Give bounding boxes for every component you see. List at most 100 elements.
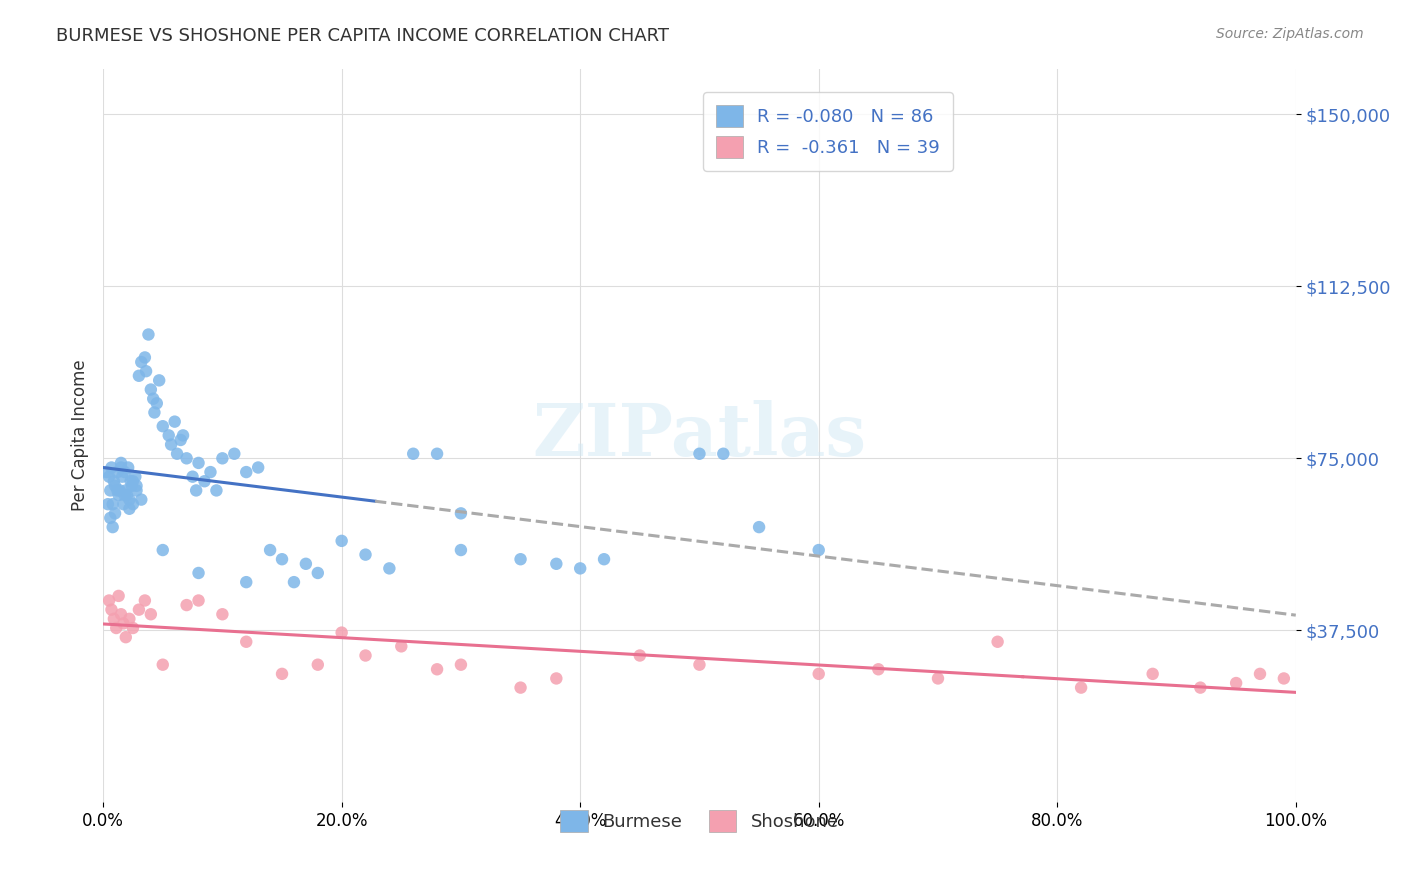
Point [211, 451, 233, 466]
Point [114, 488, 136, 502]
Point [122, 621, 145, 635]
Point [330, 533, 353, 548]
Point [104, 507, 127, 521]
Point [100, 602, 122, 616]
Point [354, 548, 377, 562]
Point [426, 662, 449, 676]
Point [235, 575, 257, 590]
Point [114, 483, 136, 498]
Point [283, 575, 305, 590]
Point [125, 479, 148, 493]
Point [128, 368, 150, 383]
Point [100, 460, 122, 475]
Point [426, 447, 449, 461]
Point [546, 557, 568, 571]
Point [120, 475, 142, 489]
Point [112, 497, 135, 511]
Point [139, 383, 162, 397]
Text: ZIPatlas: ZIPatlas [533, 400, 866, 471]
Point [110, 460, 132, 475]
Point [152, 657, 174, 672]
Point [110, 607, 132, 622]
Point [205, 483, 228, 498]
Point [307, 657, 329, 672]
Point [688, 447, 710, 461]
Point [187, 456, 209, 470]
Point [378, 561, 401, 575]
Point [927, 672, 949, 686]
Point [97, 497, 120, 511]
Point [128, 602, 150, 616]
Point [114, 465, 136, 479]
Point [108, 483, 131, 498]
Point [172, 428, 194, 442]
Point [98, 511, 121, 525]
Point [134, 593, 156, 607]
Point [271, 666, 294, 681]
Point [271, 552, 294, 566]
Point [111, 469, 134, 483]
Point [105, 621, 128, 635]
Point [125, 483, 148, 498]
Point [569, 561, 592, 575]
Point [115, 488, 138, 502]
Point [134, 351, 156, 365]
Point [98, 483, 121, 498]
Point [118, 501, 141, 516]
Point [118, 612, 141, 626]
Point [186, 483, 208, 498]
Point [96, 465, 118, 479]
Point [98, 593, 121, 607]
Point [107, 488, 129, 502]
Point [129, 492, 152, 507]
Point [176, 451, 198, 466]
Point [107, 465, 129, 479]
Point [160, 437, 183, 451]
Text: BURMESE VS SHOSHONE PER CAPITA INCOME CORRELATION CHART: BURMESE VS SHOSHONE PER CAPITA INCOME CO… [56, 27, 669, 45]
Point [148, 373, 170, 387]
Point [98, 469, 121, 483]
Point [807, 543, 830, 558]
Point [987, 634, 1010, 648]
Point [122, 497, 145, 511]
Point [235, 634, 257, 648]
Point [176, 598, 198, 612]
Point [224, 447, 246, 461]
Point [688, 657, 710, 672]
Point [509, 681, 531, 695]
Point [101, 497, 124, 511]
Point [247, 460, 270, 475]
Point [112, 616, 135, 631]
Point [1272, 672, 1295, 686]
Point [157, 428, 180, 442]
Point [1249, 666, 1271, 681]
Point [114, 630, 136, 644]
Point [124, 469, 146, 483]
Point [135, 364, 157, 378]
Point [509, 552, 531, 566]
Point [142, 392, 165, 406]
Point [152, 543, 174, 558]
Point [143, 405, 166, 419]
Point [1225, 676, 1247, 690]
Point [146, 396, 169, 410]
Legend: Burmese, Shoshone: Burmese, Shoshone [548, 797, 851, 845]
Point [187, 566, 209, 580]
Point [118, 492, 141, 507]
Point [807, 666, 830, 681]
Point [450, 507, 472, 521]
Y-axis label: Per Capita Income: Per Capita Income [72, 359, 89, 511]
Point [166, 447, 188, 461]
Point [187, 593, 209, 607]
Point [193, 475, 215, 489]
Point [107, 589, 129, 603]
Point [138, 327, 160, 342]
Point [101, 520, 124, 534]
Point [354, 648, 377, 663]
Point [181, 469, 204, 483]
Point [152, 419, 174, 434]
Point [129, 355, 152, 369]
Point [104, 479, 127, 493]
Point [1070, 681, 1092, 695]
Point [169, 433, 191, 447]
